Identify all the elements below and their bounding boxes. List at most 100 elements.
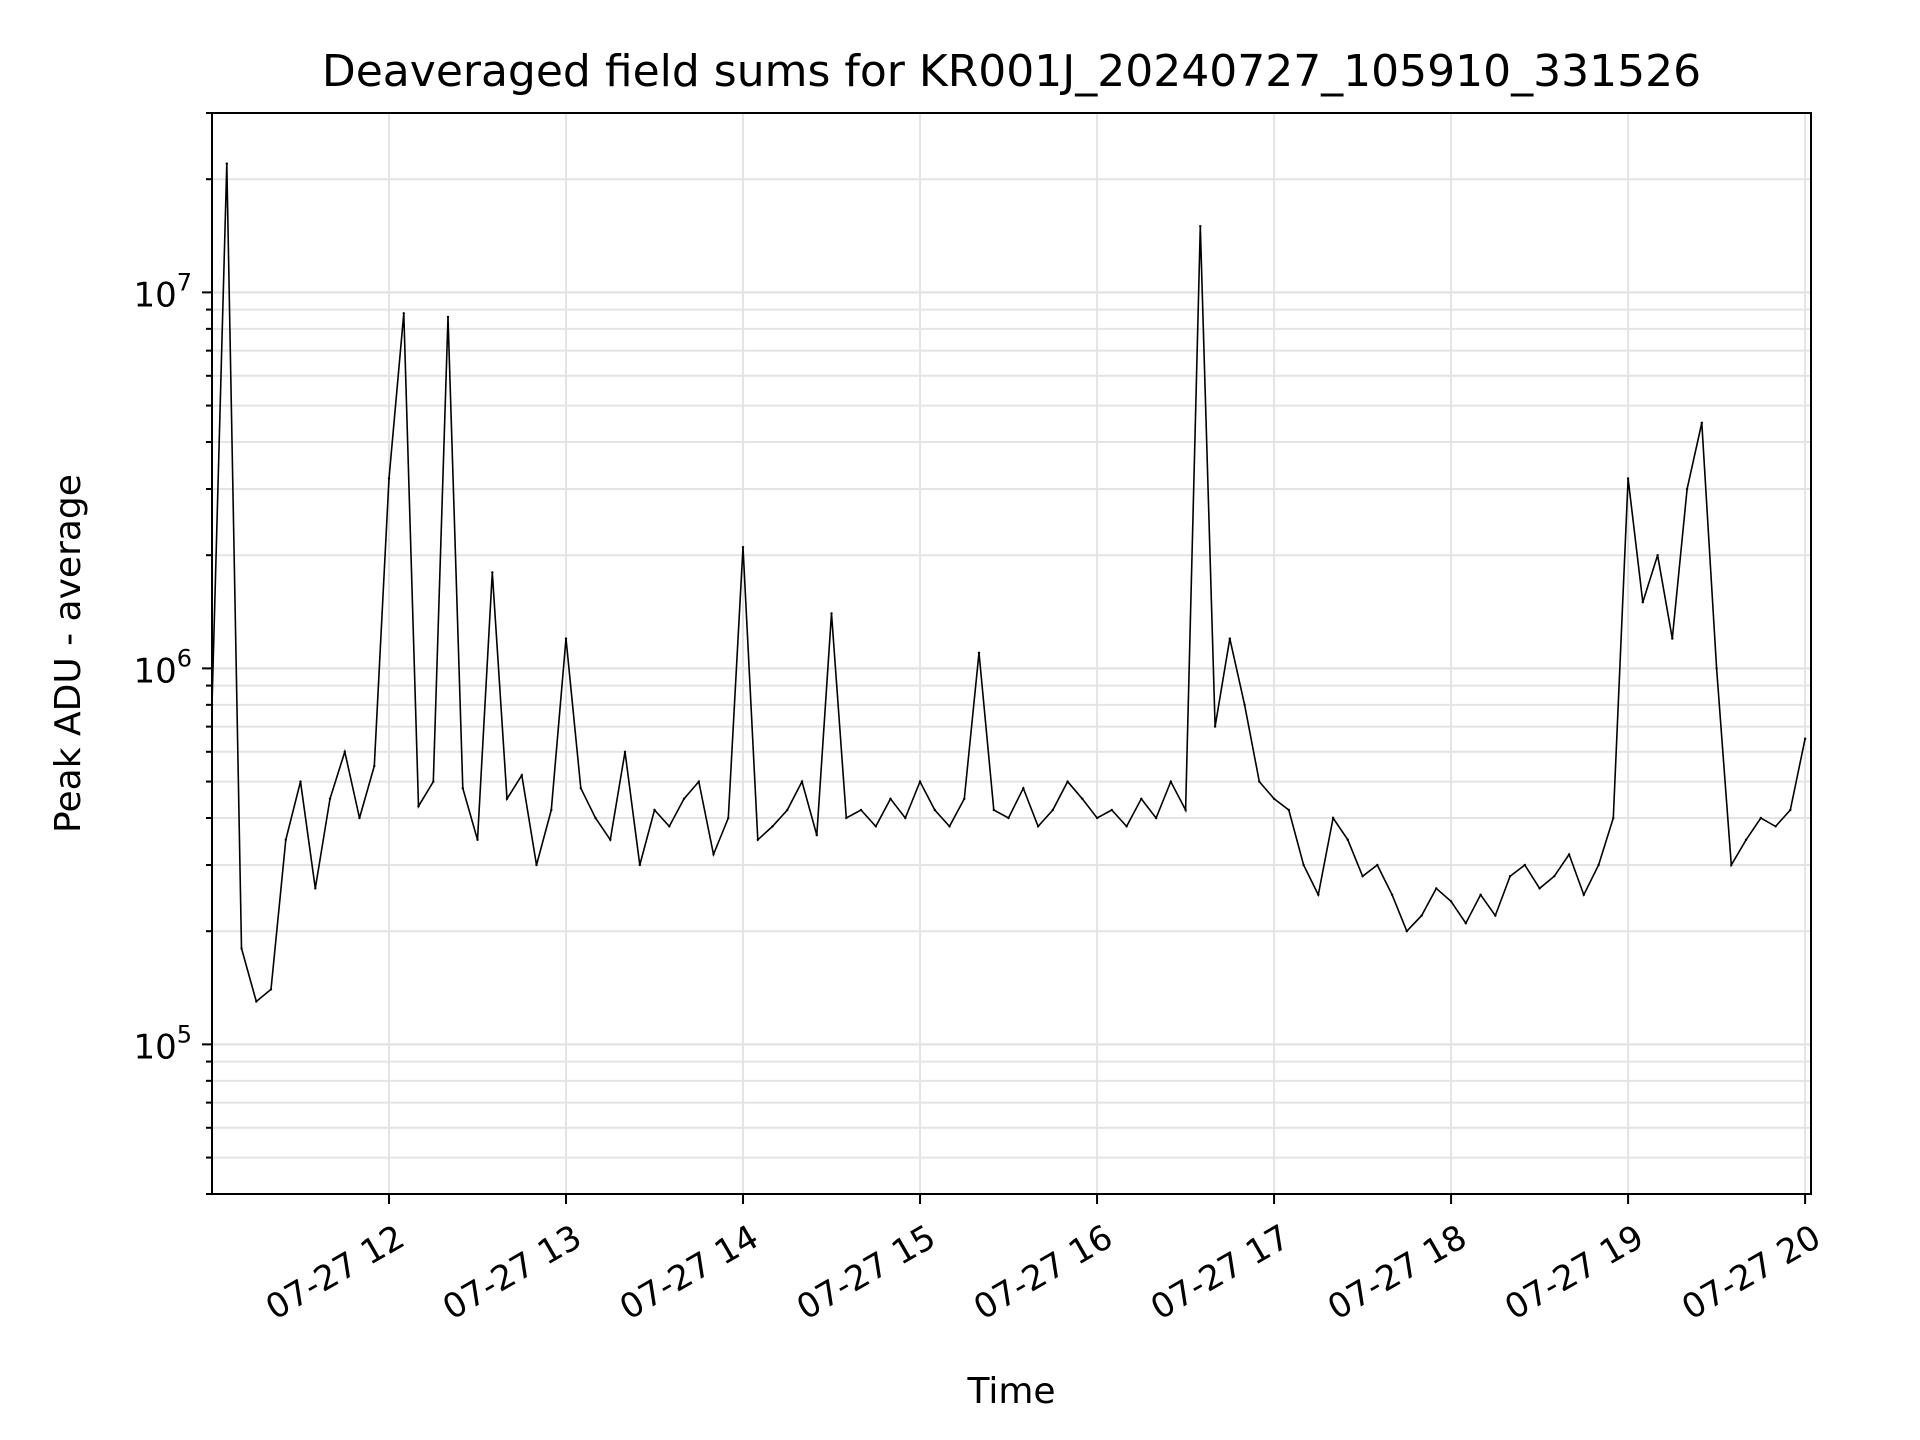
data-point xyxy=(874,825,877,828)
chart-title: Deaveraged field sums for KR001J_2024072… xyxy=(322,46,1701,97)
data-point xyxy=(1479,893,1482,896)
data-point xyxy=(977,651,981,654)
data-point xyxy=(240,947,243,950)
data-point xyxy=(668,825,671,828)
data-point xyxy=(1774,825,1777,828)
data-point xyxy=(1258,780,1261,783)
data-point xyxy=(1228,637,1232,640)
data-point xyxy=(432,780,435,783)
data-point xyxy=(1405,930,1409,933)
data-point xyxy=(800,780,804,783)
y-tick-label: 107 xyxy=(133,268,192,315)
data-point xyxy=(1140,797,1143,800)
grid xyxy=(212,112,1811,1195)
data-point xyxy=(1346,838,1350,841)
data-point xyxy=(1331,816,1335,820)
data-point xyxy=(1125,825,1128,828)
data-point xyxy=(1494,914,1497,917)
data-point xyxy=(417,805,420,808)
y-tick-exponent: 5 xyxy=(177,1020,192,1048)
y-tick-label: 105 xyxy=(133,1020,192,1067)
data-point xyxy=(727,816,730,820)
data-point xyxy=(1243,703,1246,706)
data-point xyxy=(1420,914,1423,917)
data-point xyxy=(756,838,759,841)
data-point xyxy=(1641,601,1645,604)
data-point xyxy=(314,887,317,890)
data-point xyxy=(933,808,936,812)
data-point xyxy=(535,863,538,867)
data-point xyxy=(1199,225,1202,228)
data-point xyxy=(697,780,700,783)
data-point xyxy=(373,764,376,768)
data-point xyxy=(1612,816,1615,820)
y-tick-label: 106 xyxy=(133,644,192,691)
data-point xyxy=(1656,554,1659,557)
data-point xyxy=(505,797,509,800)
data-point xyxy=(1789,808,1792,812)
data-point xyxy=(1066,780,1069,783)
data-point xyxy=(859,808,863,812)
data-point xyxy=(1730,863,1733,867)
data-point xyxy=(1051,808,1055,812)
data-point xyxy=(1095,816,1099,820)
data-point xyxy=(992,808,995,812)
data-point xyxy=(387,477,391,480)
data-point xyxy=(1582,893,1586,896)
data-point xyxy=(1361,875,1364,878)
data-point xyxy=(1007,816,1010,820)
data-point xyxy=(830,612,833,615)
y-axis-label: Peak ADU - average xyxy=(48,474,89,833)
data-point xyxy=(1700,421,1704,424)
data-point xyxy=(491,571,494,574)
data-point xyxy=(889,797,892,800)
data-point xyxy=(1464,922,1468,925)
data-point xyxy=(550,808,553,812)
data-point xyxy=(1154,816,1158,820)
y-tick-exponent: 7 xyxy=(177,268,192,296)
data-point xyxy=(1803,737,1807,740)
data-point xyxy=(402,312,405,315)
data-point xyxy=(653,808,656,812)
data-point xyxy=(1538,887,1541,890)
data-point xyxy=(712,853,715,856)
data-point xyxy=(682,797,686,800)
data-point xyxy=(1213,725,1217,728)
data-point xyxy=(1376,863,1379,867)
data-point xyxy=(284,838,287,841)
x-axis-label: Time xyxy=(966,1371,1055,1412)
data-point xyxy=(343,750,346,753)
data-point xyxy=(741,546,745,549)
data-point xyxy=(1435,887,1438,890)
data-point xyxy=(638,863,641,867)
data-point xyxy=(1081,797,1084,800)
data-point xyxy=(1302,863,1305,867)
data-point xyxy=(446,315,450,319)
data-point xyxy=(1508,875,1512,878)
data-point xyxy=(845,816,848,820)
data-point xyxy=(358,816,361,820)
data-point xyxy=(1759,816,1763,820)
y-tick-base: 10 xyxy=(133,275,176,315)
data-point xyxy=(328,797,332,800)
data-point xyxy=(771,825,774,828)
data-point xyxy=(564,637,568,640)
y-tick-exponent: 6 xyxy=(177,644,192,672)
data-point xyxy=(1110,808,1114,812)
data-point xyxy=(461,787,464,790)
data-point xyxy=(815,834,818,837)
data-point xyxy=(1626,477,1630,480)
data-point xyxy=(918,780,922,783)
data-point xyxy=(520,774,523,777)
data-point xyxy=(1287,808,1291,812)
data-point xyxy=(1184,808,1187,812)
data-point xyxy=(1567,853,1571,856)
data-point xyxy=(948,825,951,828)
data-point xyxy=(623,750,627,753)
data-point xyxy=(1523,863,1527,867)
data-point xyxy=(904,816,907,820)
data-point xyxy=(1390,893,1394,896)
data-point xyxy=(579,787,582,790)
